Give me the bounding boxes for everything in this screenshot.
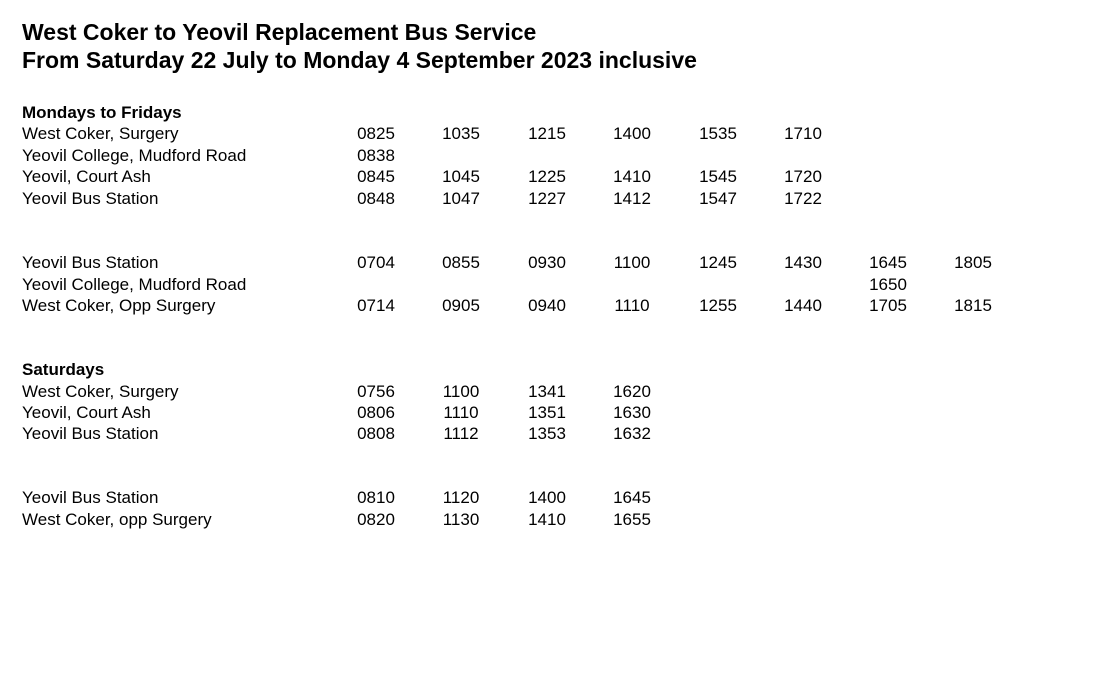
departure-time: 1227	[528, 189, 566, 208]
departure-time: 1110	[614, 296, 650, 315]
departure-time: 1400	[528, 488, 566, 507]
departure-time: 0820	[357, 510, 395, 529]
departure-time: 1047	[442, 189, 480, 208]
heading-mondays-to-fridays: Mondays to Fridays	[22, 103, 182, 122]
departure-time: 0855	[442, 253, 480, 272]
departure-time: 1720	[784, 167, 822, 186]
stop-name: Yeovil, Court Ash	[22, 167, 151, 186]
timetable-row: West Coker, Surgery 0825 1035 1215 1400 …	[0, 123, 1120, 144]
departure-time: 1630	[613, 403, 651, 422]
timetable-row: Yeovil, Court Ash 0845 1045 1225 1410 15…	[0, 166, 1120, 187]
stop-name: Yeovil Bus Station	[22, 488, 159, 507]
departure-time: 1547	[699, 189, 737, 208]
departure-time: 0848	[357, 189, 395, 208]
departure-time: 1255	[699, 296, 737, 315]
timetable-row: West Coker, Surgery 0756 1100 1341 1620	[0, 381, 1120, 402]
stop-name: Yeovil College, Mudford Road	[22, 146, 247, 165]
departure-time: 1225	[528, 167, 566, 186]
departure-time: 0825	[357, 124, 395, 143]
departure-time: 1645	[613, 488, 651, 507]
timetable-row: West Coker, opp Surgery 0820 1130 1410 1…	[0, 509, 1120, 530]
departure-time: 1353	[528, 424, 566, 443]
departure-time: 1410	[528, 510, 566, 529]
departure-time: 1112	[443, 424, 479, 443]
departure-time: 1805	[954, 253, 992, 272]
departure-time: 1722	[784, 189, 822, 208]
departure-time: 0704	[357, 253, 395, 272]
departure-time: 1620	[613, 382, 651, 401]
departure-time: 0845	[357, 167, 395, 186]
departure-time: 1100	[442, 382, 480, 401]
departure-time: 1120	[442, 488, 480, 507]
departure-time: 1245	[699, 253, 737, 272]
timetable-row: Yeovil Bus Station 0808 1112 1353 1632	[0, 423, 1120, 444]
departure-time: 1650	[869, 275, 907, 294]
departure-time: 1412	[613, 189, 651, 208]
departure-time: 1645	[869, 253, 907, 272]
timetable-row: West Coker, Opp Surgery 0714 0905 0940 1…	[0, 295, 1120, 316]
departure-time: 1341	[528, 382, 566, 401]
departure-time: 0806	[357, 403, 395, 422]
timetable-row: Yeovil Bus Station 0848 1047 1227 1412 1…	[0, 188, 1120, 209]
timetable-row: Yeovil Bus Station 0704 0855 0930 1100 1…	[0, 252, 1120, 273]
departure-time: 0905	[442, 296, 480, 315]
stop-name: Yeovil Bus Station	[22, 189, 159, 208]
departure-time: 1632	[613, 424, 651, 443]
departure-time: 1710	[784, 124, 822, 143]
stop-name: West Coker, Surgery	[22, 382, 179, 401]
timetable-row: Yeovil College, Mudford Road 1650	[0, 274, 1120, 295]
stop-name: Yeovil Bus Station	[22, 424, 159, 443]
departure-time: 1215	[528, 124, 566, 143]
departure-time: 0838	[357, 146, 395, 165]
departure-time: 0810	[357, 488, 395, 507]
timetable-row: Yeovil Bus Station 0810 1120 1400 1645	[0, 487, 1120, 508]
title-line-1: West Coker to Yeovil Replacement Bus Ser…	[22, 19, 537, 45]
departure-time: 1545	[699, 167, 737, 186]
stop-name: Yeovil, Court Ash	[22, 403, 151, 422]
departure-time: 0714	[357, 296, 395, 315]
title-line-2: From Saturday 22 July to Monday 4 Septem…	[22, 47, 697, 73]
stop-name: West Coker, Opp Surgery	[22, 296, 216, 315]
departure-time: 0940	[528, 296, 566, 315]
departure-time: 1110	[443, 403, 479, 422]
departure-time: 1535	[699, 124, 737, 143]
departure-time: 1045	[442, 167, 480, 186]
stop-name: West Coker, opp Surgery	[22, 510, 212, 529]
departure-time: 1410	[613, 167, 651, 186]
departure-time: 0756	[357, 382, 395, 401]
heading-saturdays: Saturdays	[22, 360, 105, 379]
departure-time: 0808	[357, 424, 395, 443]
departure-time: 1100	[613, 253, 651, 272]
departure-time: 0930	[528, 253, 566, 272]
stop-name: Yeovil Bus Station	[22, 253, 159, 272]
stop-name: West Coker, Surgery	[22, 124, 179, 143]
departure-time: 1705	[869, 296, 907, 315]
departure-time: 1400	[613, 124, 651, 143]
departure-time: 1035	[442, 124, 480, 143]
stop-name: Yeovil College, Mudford Road	[22, 275, 247, 294]
departure-time: 1351	[528, 403, 566, 422]
departure-time: 1430	[784, 253, 822, 272]
departure-time: 1440	[784, 296, 822, 315]
departure-time: 1655	[613, 510, 651, 529]
timetable-row: Yeovil, Court Ash 0806 1110 1351 1630	[0, 402, 1120, 423]
departure-time: 1815	[954, 296, 992, 315]
timetable-row: Yeovil College, Mudford Road 0838	[0, 145, 1120, 166]
departure-time: 1130	[442, 510, 480, 529]
